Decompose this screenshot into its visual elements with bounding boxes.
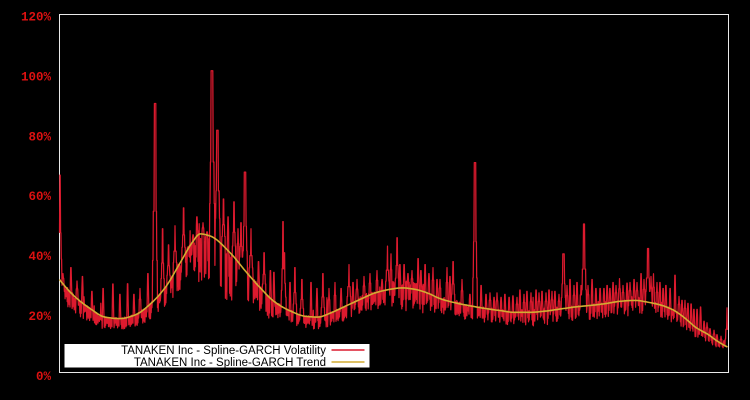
svg-text:20%: 20% <box>28 310 51 324</box>
svg-text:TANAKEN Inc - Spline-GARCH Tre: TANAKEN Inc - Spline-GARCH Trend <box>134 357 326 369</box>
svg-text:TANAKEN Inc - Spline-GARCH Vol: TANAKEN Inc - Spline-GARCH Volatility <box>121 345 326 357</box>
svg-text:60%: 60% <box>28 190 51 204</box>
svg-text:100%: 100% <box>21 70 52 84</box>
svg-text:120%: 120% <box>21 10 52 24</box>
svg-text:40%: 40% <box>28 250 51 264</box>
svg-text:80%: 80% <box>28 130 51 144</box>
svg-text:0%: 0% <box>36 370 52 384</box>
